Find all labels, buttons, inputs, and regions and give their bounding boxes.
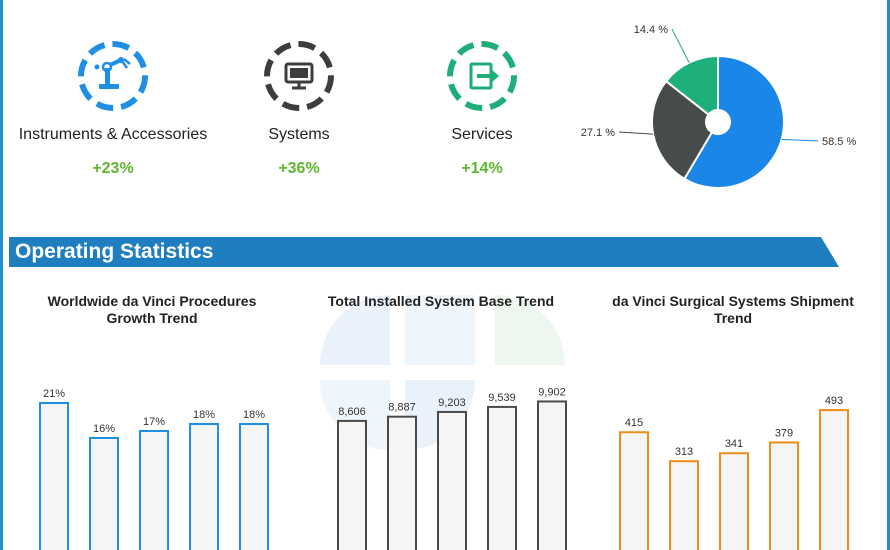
bar	[619, 431, 649, 550]
bar	[819, 409, 849, 550]
monitor-icon	[264, 41, 334, 111]
donut-leader-line	[618, 131, 654, 135]
segment-label: Instruments & Accessories	[18, 126, 208, 143]
donut-slice	[664, 54, 719, 116]
bar-value-label: 379	[775, 427, 793, 439]
segment-growth: +36%	[278, 160, 320, 177]
bar-value-label: 8,606	[338, 406, 366, 418]
watermark-logo	[320, 295, 565, 450]
segment-services: Services +14%	[387, 40, 577, 178]
bar-value-label: 17%	[143, 416, 165, 428]
section-header-bar	[9, 237, 839, 267]
donut-slice-label: 27.1 %	[581, 127, 615, 139]
bar	[189, 423, 219, 550]
revenue-mix-donut-chart: 58.5 % 27.1 % 14.4 %	[581, 24, 856, 189]
robotic-arm-icon	[78, 41, 148, 111]
installed-base-chart-title: Total Installed System Base Trend	[327, 293, 555, 309]
donut-slice-label: 14.4 %	[634, 24, 668, 36]
bar-value-label: 313	[675, 446, 693, 458]
bar-value-label: 9,902	[538, 386, 566, 398]
bar	[669, 460, 699, 550]
installed-base-bar-chart: 8,606 8,887 9,203 9,539 9,902	[337, 386, 567, 550]
section-title: Operating Statistics	[15, 240, 214, 263]
segment-systems: Systems +36%	[204, 40, 394, 178]
bar-value-label: 341	[725, 438, 743, 450]
segment-growth: +14%	[461, 160, 503, 177]
segment-instruments: Instruments & Accessories +23%	[18, 40, 208, 178]
bar-value-label: 9,203	[438, 397, 466, 409]
bar-value-label: 21%	[43, 388, 65, 400]
exit-arrow-icon	[447, 41, 517, 111]
segment-growth: +23%	[92, 160, 134, 177]
bar	[337, 419, 367, 550]
bar-value-label: 8,887	[388, 402, 416, 414]
bar	[719, 452, 749, 550]
bar-value-label: 16%	[93, 423, 115, 435]
donut-slice-label: 58.5 %	[822, 136, 856, 148]
bar-value-label: 18%	[243, 409, 265, 421]
bar	[387, 415, 417, 550]
donut-leader-line	[671, 28, 690, 63]
donut-leader-line	[781, 138, 819, 142]
donut-slice	[683, 54, 785, 189]
bar-value-label: 493	[825, 395, 843, 407]
bar-value-label: 9,539	[488, 392, 516, 404]
bar-value-label: 18%	[193, 409, 215, 421]
bar	[139, 430, 169, 550]
procedures-chart-title: Worldwide da Vinci Procedures Growth Tre…	[47, 293, 257, 326]
frame-left-border	[0, 0, 3, 550]
bar	[39, 402, 69, 550]
bar	[769, 441, 799, 550]
segment-label: Systems	[268, 126, 330, 143]
bar	[89, 437, 119, 550]
segment-label: Services	[451, 126, 513, 143]
shipments-bar-chart: 415 313 341 379 493	[619, 395, 849, 550]
bar	[437, 410, 467, 550]
bar-value-label: 415	[625, 417, 643, 429]
bar	[239, 423, 269, 550]
bar	[537, 400, 567, 550]
frame-right-border	[887, 0, 890, 550]
bar	[487, 405, 517, 550]
shipments-chart-title: da Vinci Surgical Systems Shipment Trend	[612, 293, 854, 326]
procedures-growth-bar-chart: 21% 16% 17% 18% 18%	[39, 388, 269, 550]
